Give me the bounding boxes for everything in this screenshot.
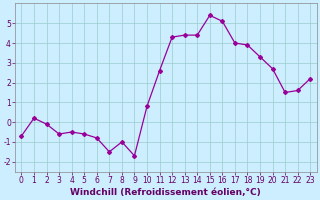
X-axis label: Windchill (Refroidissement éolien,°C): Windchill (Refroidissement éolien,°C)	[70, 188, 261, 197]
